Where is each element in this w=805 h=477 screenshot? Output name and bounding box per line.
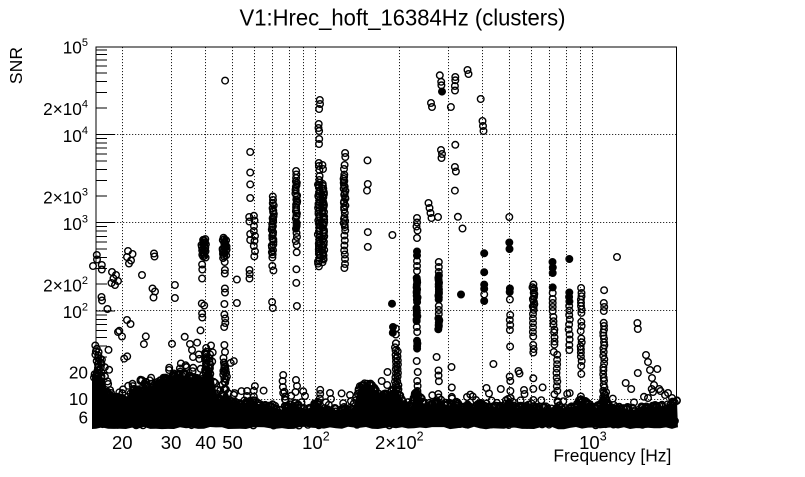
svg-text:105: 105	[63, 37, 88, 58]
svg-text:Frequency [Hz]: Frequency [Hz]	[553, 445, 671, 465]
svg-text:2×104: 2×104	[43, 99, 88, 120]
svg-text:30: 30	[161, 432, 182, 453]
svg-text:104: 104	[63, 125, 88, 146]
svg-text:2×103: 2×103	[43, 187, 88, 208]
svg-text:103: 103	[63, 213, 88, 234]
svg-text:20: 20	[69, 363, 88, 383]
svg-text:6: 6	[78, 408, 88, 428]
svg-text:2×102: 2×102	[375, 430, 424, 453]
svg-text:102: 102	[63, 302, 88, 323]
svg-text:2×102: 2×102	[43, 275, 88, 296]
svg-text:SNR: SNR	[6, 47, 26, 84]
svg-text:V1:Hrec_hoft_16384Hz (clusters: V1:Hrec_hoft_16384Hz (clusters)	[240, 5, 566, 31]
svg-text:10: 10	[69, 389, 88, 409]
svg-text:20: 20	[112, 432, 133, 453]
svg-text:50: 50	[222, 432, 243, 453]
svg-text:40: 40	[195, 432, 216, 453]
